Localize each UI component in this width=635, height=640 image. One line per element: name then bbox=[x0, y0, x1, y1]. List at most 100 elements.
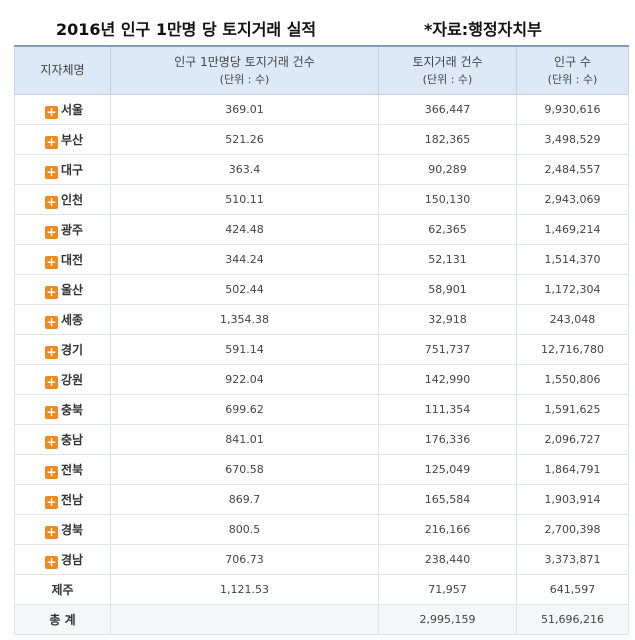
header-region: 지자체명 bbox=[14, 45, 111, 95]
plus-icon[interactable]: + bbox=[45, 134, 58, 149]
population-cell: 3,373,871 bbox=[516, 544, 629, 575]
population-cell: 1,172,304 bbox=[516, 274, 629, 305]
per-10k-cell: 591.14 bbox=[110, 334, 379, 365]
transactions-cell: 71,957 bbox=[378, 574, 517, 605]
table-row: + 대전 344.24 52,131 1,514,370 bbox=[14, 244, 629, 275]
population-cell: 1,469,214 bbox=[516, 214, 629, 245]
table-row: + 인천 510.11 150,130 2,943,069 bbox=[14, 184, 629, 215]
population-cell: 2,484,557 bbox=[516, 154, 629, 185]
plus-icon[interactable]: + bbox=[45, 314, 58, 329]
transactions-cell: 366,447 bbox=[378, 94, 517, 125]
title-bar: 2016년 인구 1만명 당 토지거래 실적 *자료:행정자치부 bbox=[0, 0, 635, 40]
region-cell[interactable]: + 인천 bbox=[14, 184, 111, 215]
plus-icon[interactable]: + bbox=[45, 254, 58, 269]
table-row: + 충북 699.62 111,354 1,591,625 bbox=[14, 394, 629, 425]
transactions-cell: 142,990 bbox=[378, 364, 517, 395]
total-per-10k-cell bbox=[110, 604, 379, 635]
table-header-row: 지자체명 인구 1만명당 토지거래 건수 (단위 : 수) 토지거래 건수 (단… bbox=[14, 45, 629, 95]
plus-icon[interactable]: + bbox=[45, 494, 58, 509]
per-10k-cell: 510.11 bbox=[110, 184, 379, 215]
region-cell[interactable]: + 울산 bbox=[14, 274, 111, 305]
population-cell: 3,498,529 bbox=[516, 124, 629, 155]
population-cell: 2,943,069 bbox=[516, 184, 629, 215]
per-10k-cell: 841.01 bbox=[110, 424, 379, 455]
region-cell[interactable]: + 대전 bbox=[14, 244, 111, 275]
region-cell[interactable]: + 경남 bbox=[14, 544, 111, 575]
table-row: + 울산 502.44 58,901 1,172,304 bbox=[14, 274, 629, 305]
population-cell: 1,514,370 bbox=[516, 244, 629, 275]
table-row: + 전북 670.58 125,049 1,864,791 bbox=[14, 454, 629, 485]
table-row: + 광주 424.48 62,365 1,469,214 bbox=[14, 214, 629, 245]
table-row: + 부산 521.26 182,365 3,498,529 bbox=[14, 124, 629, 155]
header-transactions: 토지거래 건수 (단위 : 수) bbox=[378, 45, 517, 95]
per-10k-cell: 670.58 bbox=[110, 454, 379, 485]
per-10k-cell: 869.7 bbox=[110, 484, 379, 515]
population-cell: 9,930,616 bbox=[516, 94, 629, 125]
population-cell: 12,716,780 bbox=[516, 334, 629, 365]
per-10k-cell: 369.01 bbox=[110, 94, 379, 125]
transactions-cell: 111,354 bbox=[378, 394, 517, 425]
table-row: + 서울 369.01 366,447 9,930,616 bbox=[14, 94, 629, 125]
per-10k-cell: 699.62 bbox=[110, 394, 379, 425]
plus-icon[interactable]: + bbox=[45, 404, 58, 419]
plus-icon[interactable]: + bbox=[45, 224, 58, 239]
per-10k-cell: 800.5 bbox=[110, 514, 379, 545]
plus-icon[interactable]: + bbox=[45, 464, 58, 479]
transactions-cell: 165,584 bbox=[378, 484, 517, 515]
plus-icon[interactable]: + bbox=[45, 524, 58, 539]
transactions-cell: 176,336 bbox=[378, 424, 517, 455]
per-10k-cell: 1,354.38 bbox=[110, 304, 379, 335]
population-cell: 1,903,914 bbox=[516, 484, 629, 515]
plus-icon[interactable]: + bbox=[45, 104, 58, 119]
header-per-10k: 인구 1만명당 토지거래 건수 (단위 : 수) bbox=[110, 45, 379, 95]
plus-icon[interactable]: + bbox=[45, 374, 58, 389]
transactions-cell: 238,440 bbox=[378, 544, 517, 575]
transactions-cell: 216,166 bbox=[378, 514, 517, 545]
plus-icon[interactable]: + bbox=[45, 164, 58, 179]
region-cell[interactable]: + 충북 bbox=[14, 394, 111, 425]
table-row: + 세종 1,354.38 32,918 243,048 bbox=[14, 304, 629, 335]
population-cell: 1,550,806 bbox=[516, 364, 629, 395]
transactions-cell: 62,365 bbox=[378, 214, 517, 245]
table-row: + 경기 591.14 751,737 12,716,780 bbox=[14, 334, 629, 365]
transactions-cell: 58,901 bbox=[378, 274, 517, 305]
land-transaction-table: 지자체명 인구 1만명당 토지거래 건수 (단위 : 수) 토지거래 건수 (단… bbox=[14, 45, 629, 635]
region-cell[interactable]: + 경북 bbox=[14, 514, 111, 545]
region-cell[interactable]: + 세종 bbox=[14, 304, 111, 335]
total-label: 총 계 bbox=[14, 604, 111, 635]
per-10k-cell: 706.73 bbox=[110, 544, 379, 575]
population-cell: 2,096,727 bbox=[516, 424, 629, 455]
plus-icon[interactable]: + bbox=[45, 194, 58, 209]
plus-icon[interactable]: + bbox=[45, 344, 58, 359]
plus-icon[interactable]: + bbox=[45, 284, 58, 299]
table-row: 제주 1,121.53 71,957 641,597 bbox=[14, 574, 629, 605]
table-row: + 경북 800.5 216,166 2,700,398 bbox=[14, 514, 629, 545]
per-10k-cell: 1,121.53 bbox=[110, 574, 379, 605]
region-cell[interactable]: + 광주 bbox=[14, 214, 111, 245]
region-cell[interactable]: + 강원 bbox=[14, 364, 111, 395]
plus-icon[interactable]: + bbox=[45, 554, 58, 569]
plus-icon[interactable]: + bbox=[45, 434, 58, 449]
region-cell[interactable]: + 충남 bbox=[14, 424, 111, 455]
table-row: + 경남 706.73 238,440 3,373,871 bbox=[14, 544, 629, 575]
transactions-cell: 32,918 bbox=[378, 304, 517, 335]
per-10k-cell: 344.24 bbox=[110, 244, 379, 275]
region-cell[interactable]: + 경기 bbox=[14, 334, 111, 365]
region-cell[interactable]: + 대구 bbox=[14, 154, 111, 185]
per-10k-cell: 521.26 bbox=[110, 124, 379, 155]
per-10k-cell: 424.48 bbox=[110, 214, 379, 245]
transactions-cell: 751,737 bbox=[378, 334, 517, 365]
region-cell[interactable]: + 서울 bbox=[14, 94, 111, 125]
table-row: + 충남 841.01 176,336 2,096,727 bbox=[14, 424, 629, 455]
population-cell: 1,591,625 bbox=[516, 394, 629, 425]
transactions-cell: 90,289 bbox=[378, 154, 517, 185]
region-cell[interactable]: + 전남 bbox=[14, 484, 111, 515]
source-note: *자료:행정자치부 bbox=[424, 20, 542, 39]
per-10k-cell: 922.04 bbox=[110, 364, 379, 395]
per-10k-cell: 363.4 bbox=[110, 154, 379, 185]
region-cell[interactable]: + 전북 bbox=[14, 454, 111, 485]
table-row: + 전남 869.7 165,584 1,903,914 bbox=[14, 484, 629, 515]
table-row: + 대구 363.4 90,289 2,484,557 bbox=[14, 154, 629, 185]
region-cell[interactable]: + 부산 bbox=[14, 124, 111, 155]
transactions-cell: 52,131 bbox=[378, 244, 517, 275]
